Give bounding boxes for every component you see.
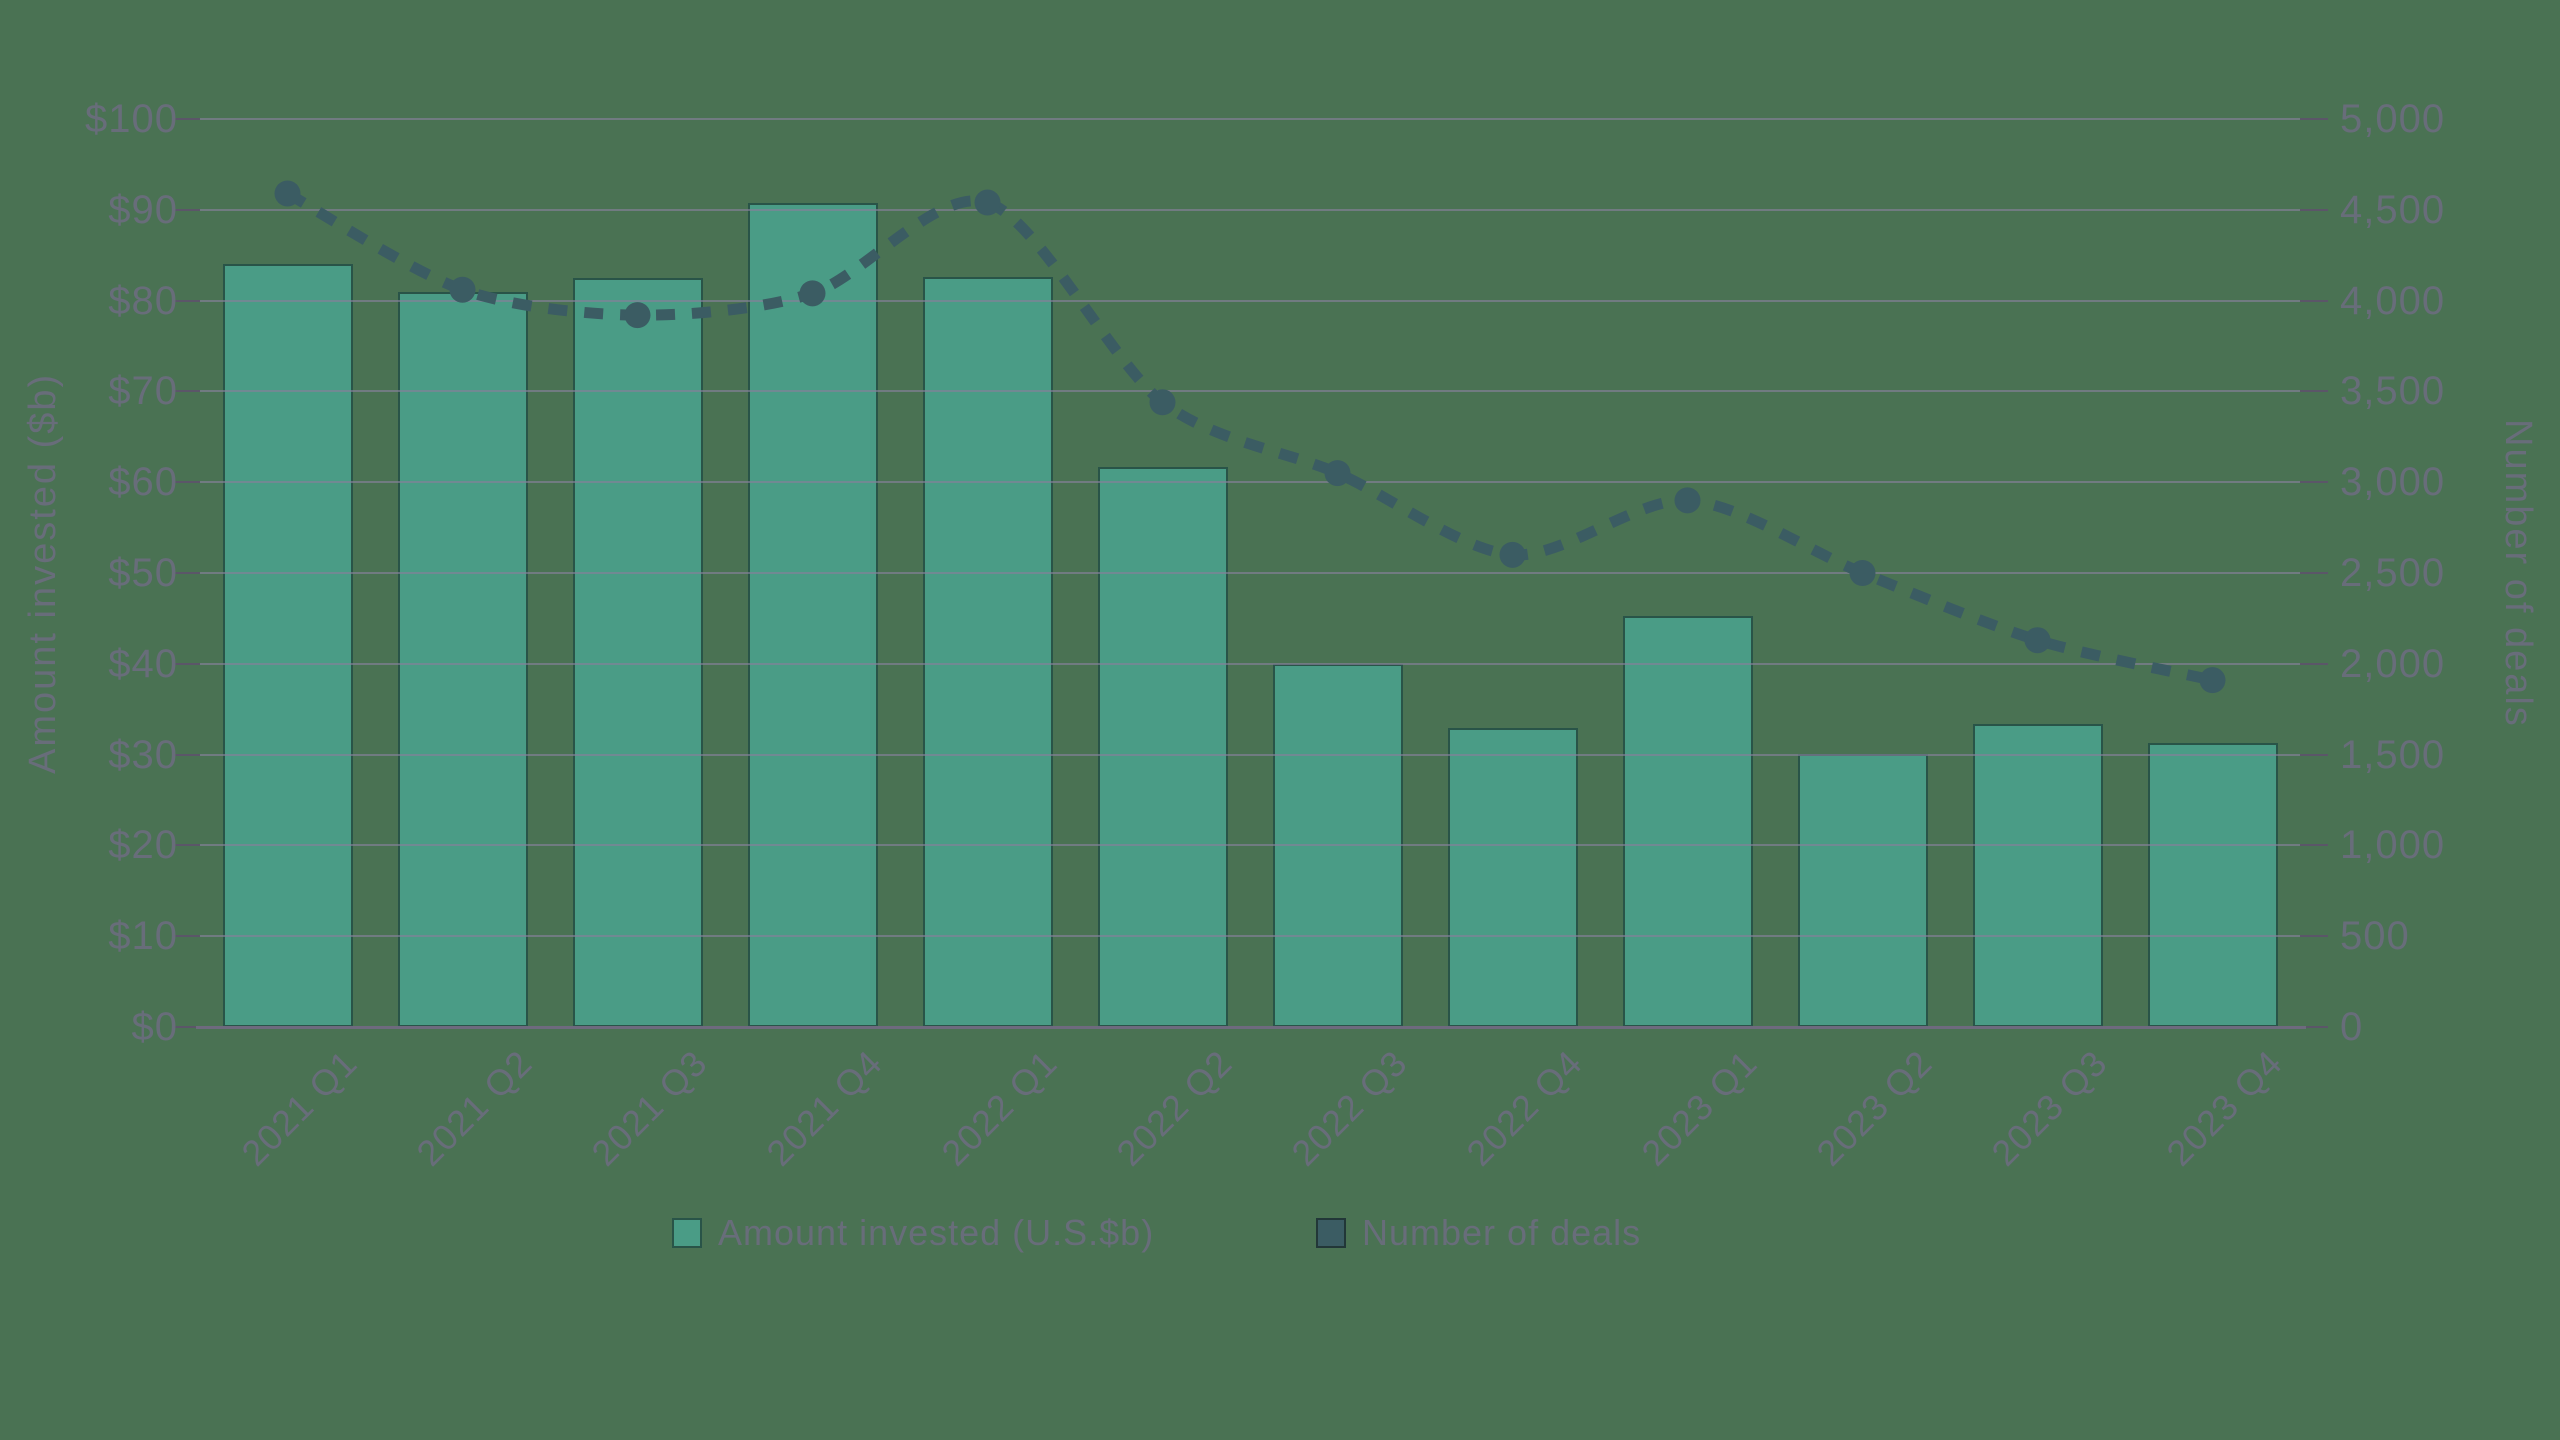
bar-2021-q3 [572, 277, 703, 1027]
amount-invested-swatch [672, 1218, 702, 1248]
left-axis-tick-label: $80 [108, 278, 178, 323]
number-of-deals-line [284, 188, 2214, 686]
deals-point-2022-q2 [1149, 389, 1176, 416]
bar-2023-q3 [1972, 723, 2103, 1027]
deals-point-2023-q3 [2024, 627, 2051, 654]
legend-label-amount-invested: Amount invested (U.S.$b) [718, 1212, 1155, 1253]
left-axis-tick-label: $0 [131, 1005, 178, 1049]
legend-item-number-of-deals: Number of deals [1316, 1212, 1641, 1254]
right-tick-0 [2300, 1026, 2328, 1028]
right-tick-100 [2300, 118, 2328, 120]
deals-point-2021-q4 [799, 280, 826, 307]
left-axis-tick-label: $40 [108, 641, 178, 686]
left-axis-tick-label: $100 [85, 97, 178, 141]
bar-2022-q1 [922, 276, 1053, 1027]
right-tick-20 [2300, 844, 2328, 847]
bar-2022-q4 [1447, 728, 1578, 1027]
right-axis-tick-label: 4,000 [2340, 278, 2446, 323]
bar-2021-q2 [397, 292, 528, 1027]
left-tick-70 [172, 390, 200, 393]
deals-point-2023-q1 [1674, 487, 1701, 514]
bar-2023-q1 [1622, 615, 1753, 1027]
bar-2023-q2 [1797, 753, 1928, 1027]
right-tick-60 [2300, 481, 2328, 484]
deals-point-2022-q3 [1324, 460, 1351, 487]
bar-2023-q4 [2147, 742, 2278, 1027]
right-tick-70 [2300, 390, 2328, 393]
number-of-deals-swatch [1316, 1218, 1346, 1248]
gridline-10 [200, 935, 2300, 938]
deals-point-2023-q2 [1849, 560, 1876, 586]
gridline-20 [200, 844, 2300, 847]
left-tick-90 [172, 208, 200, 211]
left-axis-tick-label: $60 [108, 460, 178, 505]
gridline-40 [200, 662, 2300, 665]
gridline-30 [200, 753, 2300, 756]
gridline-50 [200, 572, 2300, 574]
deals-point-2022-q1 [974, 189, 1001, 216]
gridline-90 [200, 208, 2300, 211]
bar-2022-q2 [1097, 466, 1228, 1027]
left-tick-50 [172, 572, 200, 574]
right-tick-90 [2300, 208, 2328, 211]
right-tick-50 [2300, 572, 2328, 574]
right-axis-tick-label: 1,500 [2340, 732, 2446, 777]
right-axis-tick-label: 0 [2340, 1005, 2364, 1049]
deals-point-2021-q3 [624, 302, 651, 329]
right-tick-80 [2300, 299, 2328, 302]
right-tick-10 [2300, 935, 2328, 938]
deals-point-2021-q2 [449, 276, 476, 303]
left-tick-40 [172, 662, 200, 665]
right-axis-tick-label: 500 [2340, 914, 2410, 959]
left-tick-0 [172, 1026, 200, 1028]
x-axis-line [196, 1026, 2306, 1029]
legend-label-number-of-deals: Number of deals [1362, 1212, 1642, 1253]
left-axis-tick-label: $10 [108, 914, 178, 959]
left-tick-10 [172, 935, 200, 938]
right-axis-tick-label: 3,500 [2340, 369, 2446, 414]
gridline-70 [200, 390, 2300, 393]
right-axis-tick-label: 1,000 [2340, 823, 2446, 868]
deals-point-2022-q4 [1499, 541, 1526, 568]
right-tick-30 [2300, 753, 2328, 756]
right-axis-title: Number of deals [2497, 418, 2539, 728]
gridline-60 [200, 481, 2300, 484]
left-tick-80 [172, 299, 200, 302]
left-tick-100 [172, 118, 200, 120]
left-axis-tick-label: $70 [108, 369, 178, 414]
gridline-100 [200, 118, 2300, 120]
right-axis-tick-label: 4,500 [2340, 187, 2446, 232]
left-axis-tick-label: $90 [108, 187, 178, 232]
right-axis-tick-label: 5,000 [2340, 97, 2446, 141]
left-tick-20 [172, 844, 200, 847]
gridline-80 [200, 299, 2300, 302]
left-axis-tick-label: $20 [108, 823, 178, 868]
left-tick-30 [172, 753, 200, 756]
deals-point-2021-q1 [274, 180, 301, 207]
left-axis-tick-label: $30 [108, 732, 178, 777]
deals-point-2023-q4 [2199, 667, 2226, 694]
bar-2021-q4 [747, 202, 878, 1027]
right-tick-40 [2300, 662, 2328, 665]
left-axis-tick-label: $50 [108, 551, 178, 595]
right-axis-tick-label: 2,000 [2340, 641, 2446, 686]
right-axis-tick-label: 3,000 [2340, 460, 2446, 505]
right-axis-tick-label: 2,500 [2340, 551, 2446, 595]
left-tick-60 [172, 481, 200, 484]
legend-item-amount-invested: Amount invested (U.S.$b) [672, 1212, 1154, 1254]
